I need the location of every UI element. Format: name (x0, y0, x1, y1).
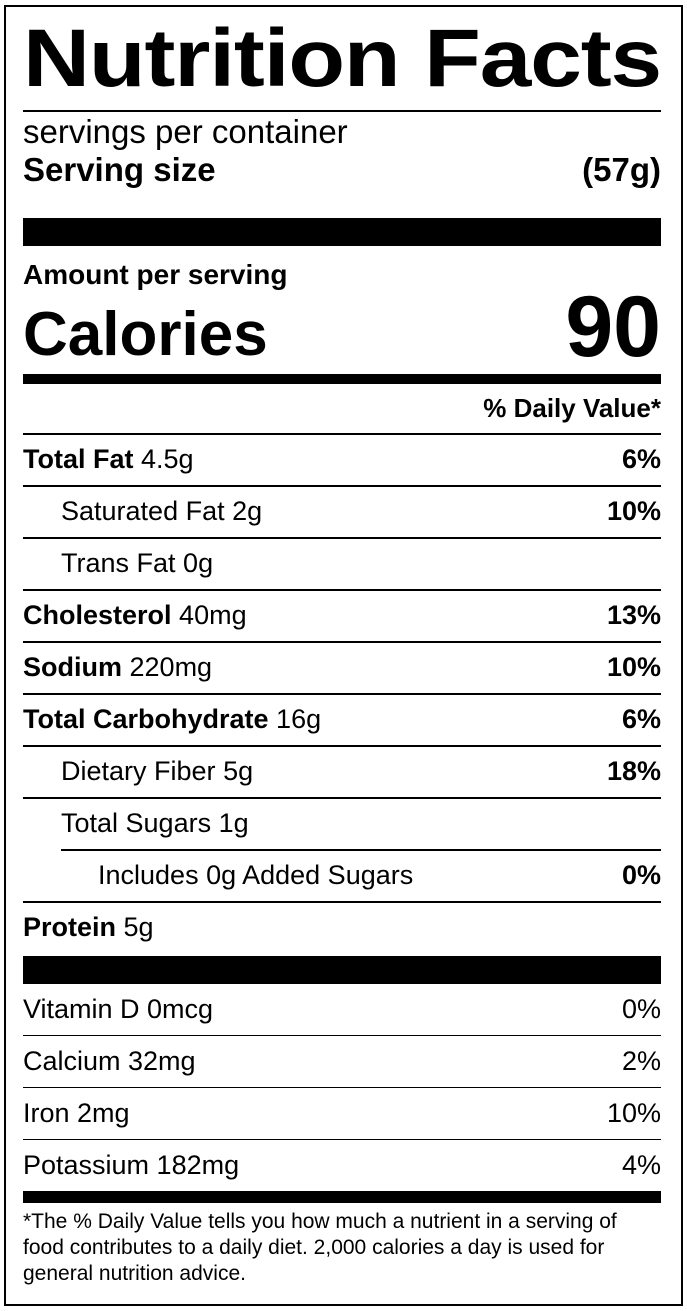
serving-size-label: Serving size (23, 151, 216, 188)
micronutrient-dv: 10% (606, 1097, 661, 1128)
daily-value-header: % Daily Value* (483, 393, 661, 423)
nutrient-name: Protein (23, 912, 117, 943)
nutrient-name: Trans Fat (61, 548, 176, 579)
nutrient-name: Total Sugars (61, 808, 212, 839)
serving-size-row: Serving size (57g) (23, 150, 661, 218)
nutrient-amount: 5g (223, 756, 254, 787)
nutrient-row-total-sugars: Total Sugars 1g (23, 799, 661, 850)
nutrient-amount: 1g (218, 808, 249, 839)
nutrient-name: Total Carbohydrate (23, 704, 269, 735)
nutrient-row-total-fat: Total Fat 4.5g 6% (23, 435, 661, 486)
nutrient-dv: 10% (606, 496, 661, 527)
micronutrient-label: Vitamin D 0mcg (23, 993, 214, 1024)
divider (23, 433, 661, 435)
nutrient-row-total-carbohydrate: Total Carbohydrate 16g 6% (23, 695, 661, 746)
nutrient-name: Cholesterol (23, 600, 172, 631)
micronutrient-row: Vitamin D 0mcg 0% (23, 984, 661, 1035)
micronutrient-dv: 2% (621, 1045, 661, 1076)
nutrient-name: Saturated Fat (61, 496, 225, 527)
nutrient-row-saturated-fat: Saturated Fat 2g 10% (23, 487, 661, 538)
servings-per-container: servings per container (23, 113, 348, 150)
micronutrient-label: Calcium 32mg (23, 1045, 196, 1076)
nutrient-row-trans-fat: Trans Fat 0g (23, 539, 661, 590)
micronutrient-dv: 0% (621, 993, 661, 1024)
nutrient-row-added-sugars: Includes 0g Added Sugars 0% (23, 851, 661, 902)
nutrient-row-protein: Protein 5g (23, 903, 661, 954)
nutrient-amount: 2g (232, 496, 263, 527)
nutrient-amount: 4.5g (141, 444, 194, 475)
serving-size-value: (57g) (582, 151, 661, 188)
micronutrient-label: Potassium 182mg (23, 1149, 240, 1180)
nutrient-dv: 0% (621, 860, 661, 891)
amount-per-serving: Amount per serving (23, 259, 288, 290)
micronutrient-dv: 4% (621, 1149, 661, 1180)
nutrient-name: Includes 0g Added Sugars (98, 860, 414, 891)
nutrient-name: Sodium (23, 652, 122, 683)
nutrient-row-sodium: Sodium 220mg 10% (23, 643, 661, 694)
nutrient-amount: 5g (123, 912, 154, 943)
nutrient-amount: 220mg (129, 652, 213, 683)
footnote: *The % Daily Value tells you how much a … (23, 1209, 617, 1285)
micronutrient-row: Calcium 32mg 2% (23, 1036, 661, 1087)
medium-divider (23, 1190, 661, 1203)
micronutrient-row: Iron 2mg 10% (23, 1088, 661, 1139)
nutrient-row-dietary-fiber: Dietary Fiber 5g 18% (23, 747, 661, 798)
nutrient-dv: 6% (621, 704, 661, 735)
micronutrient-row: Potassium 182mg 4% (23, 1140, 661, 1191)
nutrient-amount: 16g (276, 704, 322, 735)
nutrient-row-cholesterol: Cholesterol 40mg 13% (23, 591, 661, 642)
nutrient-dv: 10% (606, 652, 661, 683)
thick-divider (23, 218, 661, 246)
nutrient-name: Total Fat (23, 444, 134, 475)
medium-divider (23, 374, 661, 384)
nutrient-amount: 40mg (179, 600, 247, 631)
nutrient-amount: 0g (183, 548, 214, 579)
nutrition-facts-label: Nutrition Facts servings per container S… (4, 5, 683, 1306)
calories-row: Calories 90 (23, 284, 661, 370)
calories-value: 90 (565, 279, 661, 375)
nutrient-dv: 13% (606, 600, 661, 631)
label-title: Nutrition Facts (23, 13, 662, 104)
calories-label: Calories (23, 300, 268, 369)
thick-divider (23, 956, 661, 984)
nutrient-dv: 6% (621, 444, 661, 475)
nutrient-name: Dietary Fiber (61, 756, 216, 787)
micronutrient-label: Iron 2mg (23, 1097, 130, 1128)
divider (23, 110, 661, 112)
nutrient-dv: 18% (606, 756, 661, 787)
